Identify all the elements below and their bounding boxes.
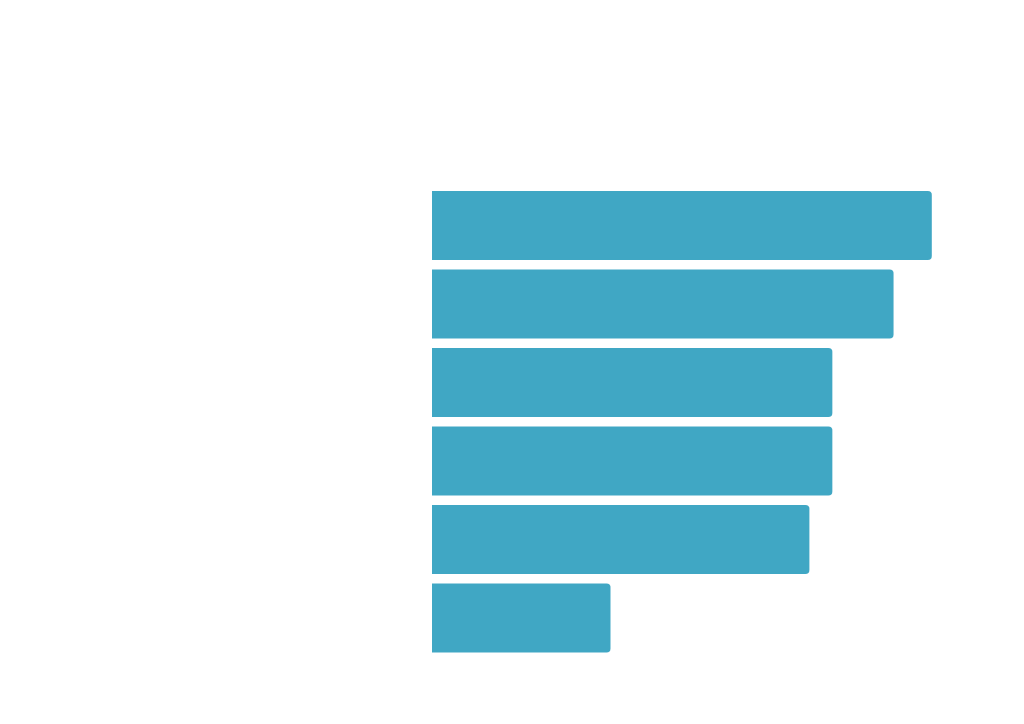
bar-6 — [432, 583, 611, 653]
bar-4 — [432, 426, 833, 496]
bar-2 — [432, 269, 894, 339]
bars-group — [432, 191, 932, 653]
bar-1 — [432, 191, 932, 260]
bar-3 — [432, 348, 833, 417]
bar-5 — [432, 505, 810, 574]
